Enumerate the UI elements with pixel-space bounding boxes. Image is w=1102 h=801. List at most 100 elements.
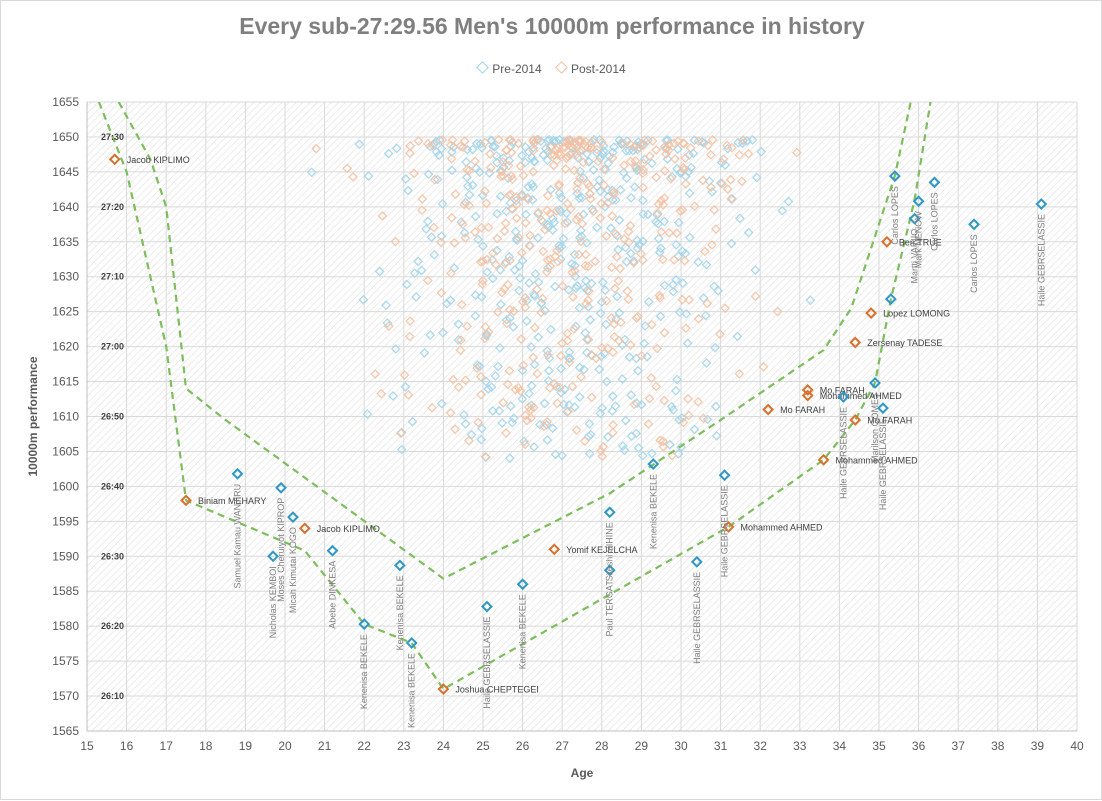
post-2014-point: [460, 232, 471, 243]
athlete-label: Kenenisa BEKELE: [407, 653, 417, 728]
post-2014-point: [580, 249, 591, 260]
post-highlight-point: [865, 307, 877, 319]
post-2014-point: [485, 149, 496, 160]
post-2014-point: [462, 164, 473, 175]
pre-2014-point: [633, 365, 643, 376]
post-2014-point: [501, 318, 512, 329]
post-2014-point: [459, 136, 470, 147]
post-2014-point: [671, 228, 682, 239]
pre-2014-point: [498, 162, 509, 172]
post-2014-point: [634, 142, 645, 153]
pre-2014-point: [629, 182, 640, 193]
post-2014-point: [436, 287, 447, 298]
post-2014-point: [569, 265, 580, 276]
post-2014-point: [659, 193, 670, 204]
pre-2014-point: [411, 291, 422, 302]
pre-2014-point: [539, 398, 550, 409]
pre-2014-point: [446, 147, 457, 157]
athlete-label: Haile GEBRSELASSIE: [692, 572, 702, 664]
pre-2014-point: [602, 432, 613, 442]
pre-2014-point: [520, 142, 531, 152]
post-2014-point: [562, 328, 573, 339]
post-2014-point: [449, 237, 460, 248]
athlete-label: Carlos LOPES: [929, 192, 939, 251]
pre-2014-point: [390, 344, 401, 354]
post-2014-point: [705, 149, 716, 160]
legend-item-post[interactable]: Post-2014: [555, 61, 626, 76]
post-2014-point: [533, 207, 544, 218]
pre-2014-point: [512, 235, 522, 246]
post-2014-point: [544, 382, 555, 393]
y-axis-title: 10000m performance: [26, 356, 40, 476]
pre-2014-point: [646, 448, 657, 459]
post-2014-point: [706, 182, 716, 193]
post-2014-point: [726, 193, 737, 204]
pre-highlight-point: [481, 600, 493, 613]
pre-2014-point: [697, 136, 707, 147]
pre-2014-point: [570, 260, 580, 271]
pre-highlight-point: [968, 218, 980, 231]
post-2014-point: [479, 137, 490, 148]
post-2014-point: [481, 198, 492, 209]
x-tick-label: 25: [476, 739, 490, 753]
post-2014-point: [492, 233, 503, 244]
post-2014-point: [598, 164, 609, 175]
envelope-line-inner: [117, 102, 912, 580]
y-tick-label: 1600: [52, 479, 79, 493]
post-2014-point: [629, 399, 640, 410]
pre-2014-point: [477, 423, 487, 434]
post-2014-point: [593, 156, 604, 167]
x-tick-label: 33: [793, 739, 807, 753]
pre-2014-point: [742, 135, 752, 146]
time-label: 26:20: [101, 621, 124, 631]
post-2014-point: [636, 350, 647, 361]
y-tick-label: 1650: [52, 130, 79, 144]
post-2014-point: [403, 389, 414, 400]
post-2014-point: [477, 279, 488, 290]
pre-2014-point: [363, 171, 374, 182]
post-2014-point: [619, 234, 630, 245]
post-2014-point: [572, 184, 583, 194]
pre-2014-point: [600, 285, 611, 296]
post-2014-point: [675, 206, 686, 217]
post-2014-point: [665, 173, 676, 184]
post-2014-point: [619, 160, 629, 171]
pre-2014-point: [659, 216, 670, 227]
y-tick-label: 1570: [52, 689, 79, 703]
post-2014-point: [582, 142, 593, 153]
pre-2014-point: [494, 405, 505, 416]
post-2014-point: [463, 435, 474, 446]
post-highlight-point: [849, 414, 862, 426]
pre-highlight-point: [231, 467, 244, 480]
post-2014-point: [685, 142, 696, 153]
pre-2014-point: [462, 172, 472, 183]
pre-2014-point: [580, 327, 591, 338]
pre-2014-point: [616, 139, 627, 150]
post-2014-point: [758, 361, 769, 372]
post-2014-point: [499, 226, 510, 237]
pre-2014-point: [732, 331, 743, 342]
pre-highlight-point: [647, 458, 660, 470]
post-2014-point: [417, 194, 428, 204]
pre-2014-point: [614, 135, 625, 145]
post-2014-point: [598, 441, 609, 452]
pre-2014-point: [498, 153, 509, 163]
post-2014-point: [698, 175, 708, 186]
post-2014-point: [614, 335, 624, 346]
post-2014-point: [669, 255, 680, 265]
athlete-label: Mo FARAH: [820, 385, 865, 395]
post-2014-point: [586, 349, 597, 360]
legend-item-pre[interactable]: Pre-2014: [476, 61, 542, 76]
post-2014-point: [559, 218, 570, 229]
pre-2014-point: [542, 155, 553, 166]
pre-2014-point: [460, 418, 471, 429]
y-tick-label: 1630: [52, 270, 79, 284]
pre-2014-point: [693, 257, 704, 268]
pre-2014-point: [743, 227, 754, 238]
post-2014-point: [504, 135, 515, 145]
post-2014-point: [710, 224, 721, 234]
x-tick-label: 30: [674, 739, 688, 753]
pre-2014-point: [362, 409, 373, 420]
post-2014-point: [652, 343, 663, 354]
pre-highlight-point: [516, 578, 529, 591]
